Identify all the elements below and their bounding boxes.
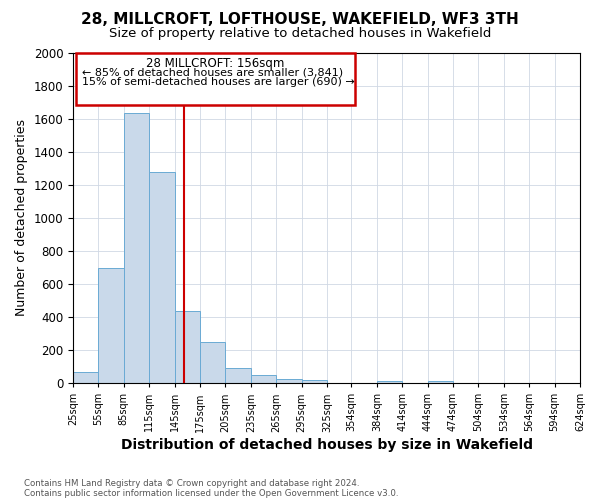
Text: 15% of semi-detached houses are larger (690) →: 15% of semi-detached houses are larger (… xyxy=(82,78,355,88)
Text: 28, MILLCROFT, LOFTHOUSE, WAKEFIELD, WF3 3TH: 28, MILLCROFT, LOFTHOUSE, WAKEFIELD, WF3… xyxy=(81,12,519,28)
Y-axis label: Number of detached properties: Number of detached properties xyxy=(15,120,28,316)
Bar xyxy=(428,381,453,383)
FancyBboxPatch shape xyxy=(76,52,355,106)
Bar xyxy=(200,342,226,383)
Text: 28 MILLCROFT: 156sqm: 28 MILLCROFT: 156sqm xyxy=(146,57,284,70)
X-axis label: Distribution of detached houses by size in Wakefield: Distribution of detached houses by size … xyxy=(121,438,533,452)
Text: Contains public sector information licensed under the Open Government Licence v3: Contains public sector information licen… xyxy=(24,488,398,498)
Bar xyxy=(276,379,302,383)
Bar xyxy=(98,268,124,383)
Bar xyxy=(226,368,251,383)
Bar xyxy=(377,380,402,383)
Bar xyxy=(73,372,98,383)
Bar xyxy=(149,172,175,383)
Bar xyxy=(124,113,149,383)
Text: Size of property relative to detached houses in Wakefield: Size of property relative to detached ho… xyxy=(109,28,491,40)
Text: Contains HM Land Registry data © Crown copyright and database right 2024.: Contains HM Land Registry data © Crown c… xyxy=(24,478,359,488)
Bar xyxy=(175,311,200,383)
Bar xyxy=(251,375,276,383)
Bar xyxy=(302,380,327,383)
Text: ← 85% of detached houses are smaller (3,841): ← 85% of detached houses are smaller (3,… xyxy=(82,68,343,78)
